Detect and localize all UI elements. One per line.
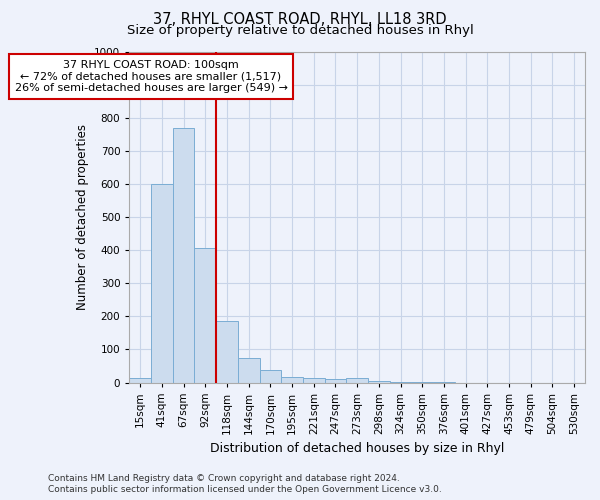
Bar <box>130 378 151 382</box>
Bar <box>151 184 173 382</box>
Y-axis label: Number of detached properties: Number of detached properties <box>76 124 89 310</box>
Bar <box>260 370 281 382</box>
Bar <box>303 378 325 382</box>
Text: Size of property relative to detached houses in Rhyl: Size of property relative to detached ho… <box>127 24 473 37</box>
Bar <box>238 358 260 382</box>
Bar <box>216 322 238 382</box>
Bar <box>346 378 368 382</box>
Text: 37 RHYL COAST ROAD: 100sqm
← 72% of detached houses are smaller (1,517)
26% of s: 37 RHYL COAST ROAD: 100sqm ← 72% of deta… <box>14 60 287 93</box>
Text: Contains HM Land Registry data © Crown copyright and database right 2024.
Contai: Contains HM Land Registry data © Crown c… <box>48 474 442 494</box>
Bar <box>368 381 390 382</box>
X-axis label: Distribution of detached houses by size in Rhyl: Distribution of detached houses by size … <box>210 442 505 455</box>
Bar <box>325 379 346 382</box>
Text: 37, RHYL COAST ROAD, RHYL, LL18 3RD: 37, RHYL COAST ROAD, RHYL, LL18 3RD <box>153 12 447 28</box>
Bar <box>173 128 194 382</box>
Bar <box>281 376 303 382</box>
Bar <box>194 248 216 382</box>
